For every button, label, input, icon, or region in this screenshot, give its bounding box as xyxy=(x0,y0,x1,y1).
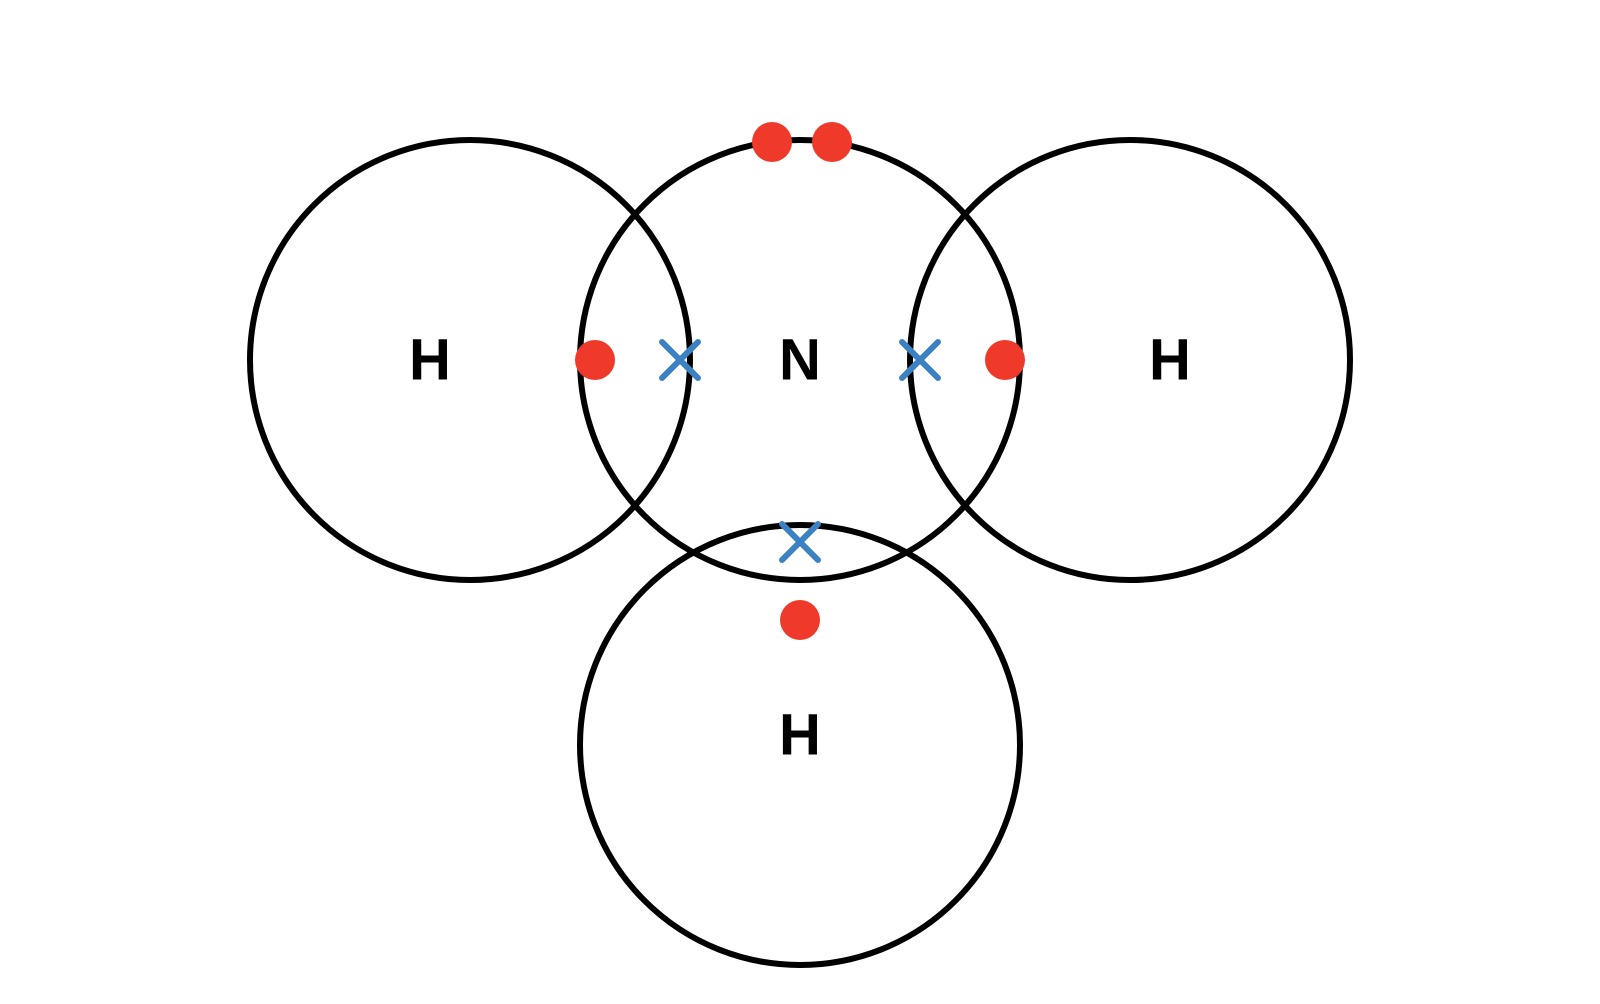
electron-dot-bond-right-dot xyxy=(985,340,1025,380)
diagram-background xyxy=(0,0,1600,1004)
dot-and-cross-diagram: N H H H xyxy=(0,0,1600,1004)
electron-dot-lone-pair-2 xyxy=(812,122,852,162)
atom-label-H2: H xyxy=(1149,328,1191,393)
atom-label-N: N xyxy=(779,328,821,393)
electron-dot-bond-left-dot xyxy=(575,340,615,380)
electron-dot-bond-bottom-dot xyxy=(780,600,820,640)
atom-label-H1: H xyxy=(409,328,451,393)
atom-label-H3: H xyxy=(779,703,821,768)
electron-dot-lone-pair-1 xyxy=(752,122,792,162)
